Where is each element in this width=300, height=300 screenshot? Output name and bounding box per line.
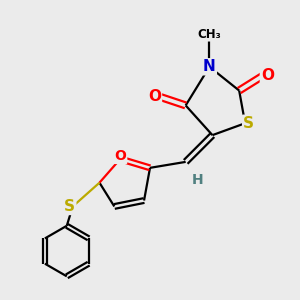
Text: O: O (261, 68, 274, 83)
Text: O: O (148, 89, 161, 104)
Text: H: H (192, 173, 203, 187)
Text: O: O (114, 149, 126, 163)
Text: CH₃: CH₃ (198, 28, 221, 40)
Text: S: S (243, 116, 254, 131)
Text: S: S (64, 199, 75, 214)
Text: N: N (203, 59, 216, 74)
